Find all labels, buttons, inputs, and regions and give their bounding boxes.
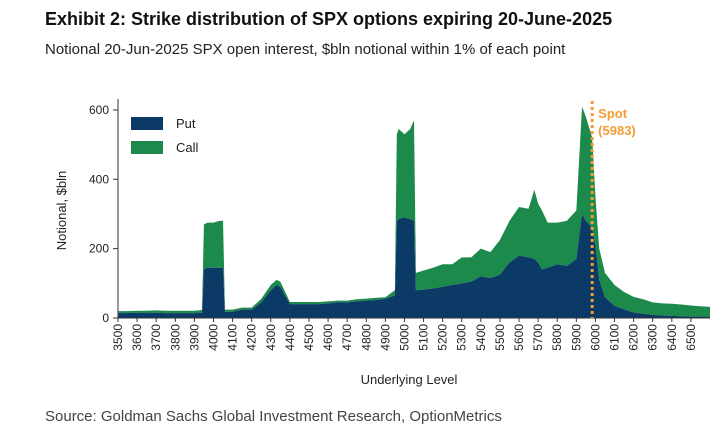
legend-label-put: Put	[176, 116, 196, 131]
x-tick-label: 5800	[550, 324, 564, 351]
put-series-area	[118, 213, 710, 318]
x-tick-label: 5700	[531, 324, 545, 351]
x-tick-label: 5300	[455, 324, 469, 351]
x-tick-label: 4800	[359, 324, 373, 351]
y-tick-label: 600	[89, 103, 109, 117]
x-axis-label: Underlying Level	[361, 372, 458, 387]
x-tick-label: 4900	[378, 324, 392, 351]
x-tick-label: 5500	[493, 324, 507, 351]
x-tick-label: 3500	[111, 324, 125, 351]
x-tick-label: 6300	[646, 324, 660, 351]
y-tick-label: 200	[89, 242, 109, 256]
y-tick-label: 400	[89, 172, 109, 186]
chart-title: Exhibit 2: Strike distribution of SPX op…	[45, 9, 613, 29]
spot-label: Spot	[598, 106, 628, 121]
x-tick-label: 4300	[264, 324, 278, 351]
x-tick-label: 3600	[130, 324, 144, 351]
spot-value-label: (5983)	[598, 123, 636, 138]
x-tick-label: 4500	[302, 324, 316, 351]
x-tick-label: 5200	[436, 324, 450, 351]
x-tick-label: 4200	[245, 324, 259, 351]
x-tick-label: 3700	[149, 324, 163, 351]
x-tick-label: 4000	[206, 324, 220, 351]
call-series-area	[118, 106, 710, 317]
y-tick-label: 0	[102, 311, 109, 325]
x-tick-label: 4400	[283, 324, 297, 351]
x-tick-label: 5900	[569, 324, 583, 351]
source-note: Source: Goldman Sachs Global Investment …	[45, 408, 502, 425]
x-tick-label: 6000	[588, 324, 602, 351]
x-tick-label: 6100	[608, 324, 622, 351]
legend-swatch-put	[131, 117, 163, 130]
x-tick-label: 5000	[397, 324, 411, 351]
x-tick-label: 4600	[321, 324, 335, 351]
x-tick-label: 6200	[627, 324, 641, 351]
x-tick-label: 5100	[417, 324, 431, 351]
y-axis-label: Notional, $bln	[54, 171, 69, 251]
legend-swatch-call	[131, 141, 163, 154]
x-tick-label: 6500	[684, 324, 698, 351]
chart-subtitle: Notional 20-Jun-2025 SPX open interest, …	[45, 41, 566, 58]
legend-label-call: Call	[176, 140, 199, 155]
x-tick-label: 6400	[665, 324, 679, 351]
x-tick-label: 3900	[187, 324, 201, 351]
x-tick-label: 4100	[226, 324, 240, 351]
x-tick-label: 5600	[512, 324, 526, 351]
x-tick-label: 3800	[168, 324, 182, 351]
x-tick-label: 4700	[340, 324, 354, 351]
x-tick-label: 5400	[474, 324, 488, 351]
